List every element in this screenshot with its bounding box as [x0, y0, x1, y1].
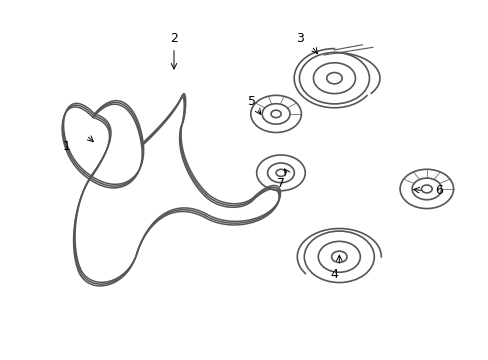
- Text: 6: 6: [434, 184, 442, 197]
- Text: 1: 1: [63, 140, 71, 153]
- Text: 2: 2: [170, 32, 178, 45]
- Text: 4: 4: [330, 268, 338, 281]
- Text: 3: 3: [296, 32, 304, 45]
- Text: 5: 5: [247, 95, 255, 108]
- Text: 7: 7: [276, 177, 285, 190]
